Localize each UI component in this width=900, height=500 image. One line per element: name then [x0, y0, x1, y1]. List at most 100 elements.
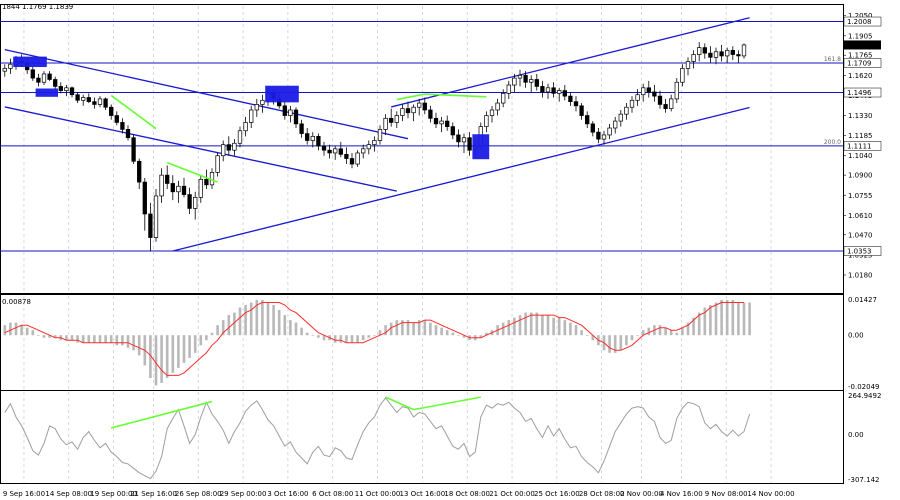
price-tick-label: 1.1905	[848, 32, 873, 40]
candle-body	[153, 195, 159, 238]
candle-body	[405, 108, 411, 114]
current-price-box	[844, 40, 881, 50]
macd-bar	[569, 322, 572, 336]
level-price-box	[843, 246, 882, 256]
candle-body	[657, 95, 663, 105]
candle-body	[484, 115, 489, 127]
macd-bar	[182, 335, 186, 363]
candle-body	[596, 131, 601, 140]
candle-body	[187, 194, 192, 209]
candle-body	[389, 117, 394, 123]
time-label: 13 Oct 16:00	[400, 490, 446, 498]
candle-body	[607, 127, 612, 136]
candle-body	[708, 52, 713, 58]
time-label: 19 Sep 00:00	[90, 490, 137, 498]
macd-bar	[132, 335, 135, 351]
candle-body	[142, 181, 147, 215]
candle-body	[310, 135, 315, 141]
macd-bar	[546, 315, 550, 336]
candle-body	[646, 87, 651, 93]
candle-body	[456, 134, 461, 143]
macd-bar	[580, 330, 583, 336]
candle-body	[545, 87, 551, 93]
candle-body	[562, 90, 567, 97]
time-label: 2 Nov 00:00	[620, 490, 663, 498]
macd-bar	[378, 330, 382, 336]
macd-bar	[317, 335, 320, 338]
macd-bar	[300, 327, 303, 336]
time-label: 14 Sep 08:00	[45, 490, 92, 498]
time-label: 21 Oct 00:00	[489, 490, 535, 498]
candle-body	[344, 154, 349, 159]
candle-body	[41, 73, 47, 83]
price-tick-label: 1.1040	[848, 152, 873, 160]
candle-body	[557, 90, 562, 94]
level-price-label: 1.2008	[847, 18, 872, 26]
time-label: 29 Sep 00:00	[220, 490, 267, 498]
candle-body	[741, 44, 747, 57]
time-label: 26 Sep 08:00	[175, 490, 222, 498]
macd-bar	[104, 335, 107, 343]
candle-body	[383, 117, 388, 130]
time-label: 25 Oct 16:00	[534, 490, 580, 498]
candle-body	[568, 95, 573, 103]
macd-bar	[445, 330, 449, 336]
candle-body	[316, 135, 321, 147]
macd-bar	[742, 302, 746, 336]
macd-bar	[221, 320, 225, 336]
cci-divergence-line	[385, 396, 414, 411]
candle-body	[226, 144, 231, 151]
candle-body	[428, 109, 433, 119]
macd-bar	[389, 322, 393, 336]
candle-body	[293, 109, 299, 125]
candle-body	[461, 137, 467, 143]
candle-body	[75, 94, 80, 101]
candle-body	[506, 84, 511, 94]
candle-body	[333, 148, 338, 154]
divergence-line	[166, 161, 218, 183]
candle-body	[590, 123, 595, 133]
macd-bar	[585, 335, 589, 336]
macd-bar	[630, 335, 634, 341]
candle-body	[411, 106, 416, 114]
time-label: 14 Nov 00:00	[747, 490, 794, 498]
macd-bar	[322, 335, 326, 341]
cci-tick-label: 0.00	[848, 431, 864, 439]
candle-body	[249, 109, 254, 123]
macd-bar	[574, 325, 578, 336]
macd-bar	[720, 300, 723, 336]
price-tick-label: 1.0610	[848, 212, 873, 220]
price-tick-label: 1.2050	[848, 12, 873, 20]
macd-bar	[697, 312, 701, 336]
macd-bar	[81, 335, 85, 343]
level-price-box	[843, 16, 882, 27]
macd-bar	[227, 315, 231, 336]
macd-bar	[93, 335, 96, 343]
macd-bar	[165, 335, 169, 378]
macd-bar	[14, 322, 18, 336]
macd-bar	[457, 335, 460, 336]
candle-body	[64, 87, 69, 91]
macd-bar	[658, 325, 662, 336]
macd-bar	[552, 317, 555, 336]
candle-body	[467, 137, 472, 151]
candle-body	[109, 106, 114, 116]
candle-body	[159, 174, 164, 197]
macd-bar	[126, 335, 130, 348]
macd-bar	[160, 335, 163, 383]
macd-bar	[361, 335, 365, 341]
macd-bar	[87, 335, 91, 343]
macd-bar	[406, 320, 410, 336]
macd-bar	[76, 335, 79, 343]
macd-header: 0.00878	[2, 298, 31, 306]
candle-body	[355, 152, 360, 165]
ohlc-header: 1844 1.1769 1.1839	[2, 3, 73, 11]
macd-bar	[333, 335, 337, 343]
time-label: 28 Oct 08:00	[579, 490, 625, 498]
macd-bar	[485, 332, 488, 336]
candle-body	[613, 120, 618, 129]
macd-bar	[216, 325, 219, 336]
macd-bar	[714, 302, 718, 336]
candle-body	[193, 196, 198, 209]
